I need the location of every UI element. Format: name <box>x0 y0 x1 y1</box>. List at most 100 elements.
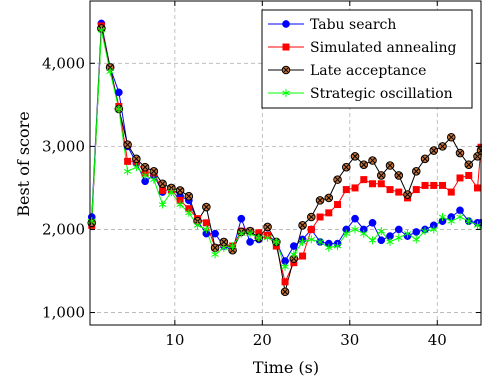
late-acceptance-point-cross <box>334 176 341 183</box>
late-acceptance-point-cross <box>448 134 455 141</box>
legend-box <box>261 9 473 109</box>
strategic-oscillation-point <box>430 225 438 234</box>
strategic-oscillation-point-arm <box>176 202 184 207</box>
y-tick-label: 2,000 <box>42 220 85 238</box>
strategic-oscillation-point <box>185 208 193 217</box>
late-acceptance-point-cross <box>456 149 464 157</box>
late-acceptance-point <box>263 222 272 232</box>
strategic-oscillation-point <box>438 213 447 221</box>
plot-frame <box>89 0 482 326</box>
strategic-oscillation-point-arm <box>325 245 333 251</box>
x-tick-label: 10 <box>165 331 184 349</box>
simulated-annealing-point <box>307 225 315 233</box>
strategic-oscillation-point-arm <box>290 251 298 257</box>
late-acceptance-point-cross <box>421 155 429 162</box>
legend-tabu-search-label: Tabu search <box>310 17 396 33</box>
simulated-annealing-point <box>202 219 210 227</box>
late-acceptance-point <box>350 152 360 161</box>
strategic-oscillation-point <box>307 235 316 244</box>
simulated-annealing-point <box>176 196 184 204</box>
late-acceptance-point-cross <box>439 143 446 150</box>
late-acceptance-point <box>455 148 465 158</box>
y-tick-label: 3,000 <box>42 137 85 155</box>
late-acceptance-point <box>298 221 307 230</box>
tabu-search-line <box>91 23 481 263</box>
simulated-annealing-point <box>351 184 359 192</box>
late-acceptance-point-cross <box>185 193 192 200</box>
tabu-search-point <box>115 88 123 97</box>
strategic-oscillation-point <box>456 213 464 221</box>
strategic-oscillation-point <box>150 175 158 184</box>
simulated-annealing-point <box>255 229 263 237</box>
strategic-oscillation-point-arm <box>412 236 420 242</box>
simulated-annealing-point <box>456 174 464 182</box>
tabu-search-point <box>368 218 377 227</box>
late-acceptance-point-cross <box>159 180 166 187</box>
simulated-annealing-point <box>316 213 324 221</box>
tabu-search-point <box>351 214 359 223</box>
strategic-oscillation-point-arm <box>185 210 193 216</box>
simulated-annealing-point <box>299 252 307 260</box>
late-acceptance-point <box>385 161 395 170</box>
late-acceptance-point-cross <box>168 184 175 191</box>
late-acceptance-point-cross <box>308 213 315 221</box>
simulated-annealing-point <box>377 180 385 188</box>
strategic-oscillation-point <box>290 250 298 259</box>
simulated-annealing-point <box>342 186 350 194</box>
strategic-oscillation-point-arm <box>465 218 473 224</box>
late-acceptance-point-cross <box>203 203 210 211</box>
strategic-oscillation-point-arm <box>220 245 228 251</box>
tabu-search-point <box>246 238 254 246</box>
simulated-annealing-point <box>412 186 420 194</box>
late-acceptance-point-cross <box>474 153 481 160</box>
late-acceptance-point <box>394 171 404 180</box>
late-acceptance-point-cross <box>430 147 437 154</box>
y-tick-labels: 1,000 2,000 3,000 4,000 <box>42 54 85 321</box>
late-acceptance-point-cross <box>133 155 140 162</box>
strategic-oscillation-point <box>412 235 420 244</box>
strategic-oscillation-point-arm <box>263 235 272 241</box>
strategic-oscillation-point-arm <box>211 251 219 257</box>
legend-late-acceptance-marker-cross <box>282 66 290 74</box>
strategic-oscillation-point <box>237 229 246 238</box>
late-acceptance-point-cross <box>107 64 114 71</box>
late-acceptance-point <box>464 160 474 169</box>
late-acceptance-point <box>411 167 421 176</box>
strategic-oscillation-point <box>211 250 219 259</box>
strategic-oscillation-point <box>360 229 368 238</box>
strategic-oscillation-point-arm <box>106 69 114 75</box>
late-acceptance-point-cross <box>325 194 332 201</box>
strategic-oscillation-point-arm <box>368 237 377 243</box>
strategic-oscillation-point-arm <box>246 231 254 237</box>
late-acceptance-point <box>324 193 334 203</box>
strategic-oscillation-point <box>263 233 272 242</box>
late-acceptance-point <box>341 162 351 172</box>
late-acceptance-point-cross <box>343 164 350 171</box>
late-acceptance-point <box>158 179 167 189</box>
simulated-annealing-point <box>334 201 342 209</box>
late-acceptance-point-cross <box>351 153 359 160</box>
simulated-annealing-point <box>369 180 377 188</box>
strategic-oscillation-point <box>342 229 351 238</box>
strategic-oscillation-point <box>123 167 132 176</box>
late-acceptance-point <box>359 160 369 169</box>
simulated-annealing-point <box>447 188 455 196</box>
strategic-oscillation-point <box>228 242 237 251</box>
x-tick-label: 30 <box>340 331 359 349</box>
simulated-annealing-point <box>430 181 438 189</box>
late-acceptance-point <box>438 142 447 151</box>
strategic-oscillation-point-arm <box>281 264 289 270</box>
strategic-oscillation-point-arm <box>132 164 141 170</box>
late-acceptance-point <box>368 156 377 165</box>
strategic-oscillation-point-arm <box>237 231 246 237</box>
legend-simulated-annealing-label: Simulated annealing <box>310 40 456 56</box>
late-acceptance-point-cross <box>360 161 367 168</box>
strategic-oscillation-point <box>132 163 141 172</box>
late-acceptance-line <box>91 28 482 292</box>
late-acceptance-point-cross <box>386 162 394 169</box>
late-acceptance-point-cross <box>212 244 219 251</box>
legend-tabu-search-marker <box>282 20 290 28</box>
strategic-oscillation-point <box>272 237 281 246</box>
y-tick-label: 4,000 <box>42 54 85 72</box>
strategic-oscillation-point-arm <box>447 218 455 224</box>
